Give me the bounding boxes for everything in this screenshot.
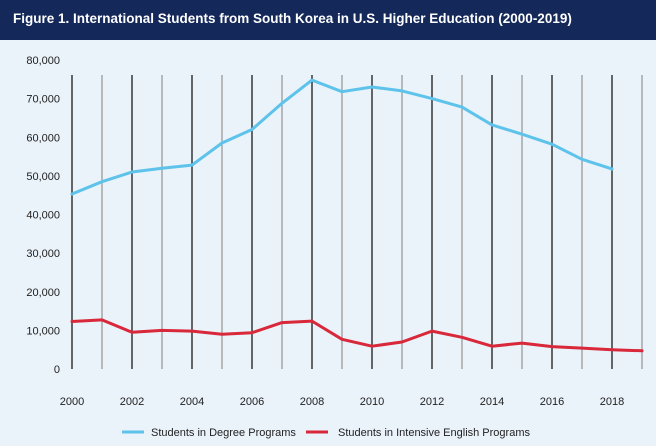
x-tick-label: 2006 <box>240 396 264 408</box>
y-tick-label: 10,000 <box>26 325 60 337</box>
x-tick-label: 2010 <box>360 396 384 408</box>
axis-layer: 0 10,000 20,000 30,000 40,000 50,000 60,000 70,… <box>26 55 624 408</box>
y-tick-label: 0 <box>54 364 60 376</box>
x-tick-label: 2014 <box>480 396 504 408</box>
x-tick-label: 2018 <box>600 396 624 408</box>
x-tick-label: 2016 <box>540 396 564 408</box>
x-tick-label: 2004 <box>180 396 204 408</box>
x-tick-label: 2000 <box>60 396 84 408</box>
title-bar: Figure 1. International Students from So… <box>0 0 656 40</box>
legend: Students in Degree Programs Students in I… <box>122 427 530 439</box>
y-tick-label: 20,000 <box>26 287 60 299</box>
y-tick-label: 80,000 <box>26 55 60 67</box>
grid-layer <box>71 75 643 369</box>
y-tick-label: 60,000 <box>26 132 60 144</box>
y-tick-label: 30,000 <box>26 248 60 260</box>
series-line-0 <box>70 78 614 196</box>
x-tick-label: 2012 <box>420 396 444 408</box>
x-tick-label: 2002 <box>120 396 144 408</box>
legend-label-0: Students in Degree Programs <box>151 427 296 439</box>
chart-svg: 0 10,000 20,000 30,000 40,000 50,000 60,000 70,… <box>26 55 644 439</box>
series-line-1 <box>70 318 644 353</box>
x-tick-label: 2008 <box>300 396 324 408</box>
y-tick-label: 50,000 <box>26 171 60 183</box>
y-tick-label: 70,000 <box>26 94 60 106</box>
chart-title: Figure 1. International Students from So… <box>13 11 572 26</box>
series-layer <box>70 78 644 353</box>
y-tick-label: 40,000 <box>26 210 60 222</box>
legend-label-1: Students in Intensive English Programs <box>338 427 530 439</box>
